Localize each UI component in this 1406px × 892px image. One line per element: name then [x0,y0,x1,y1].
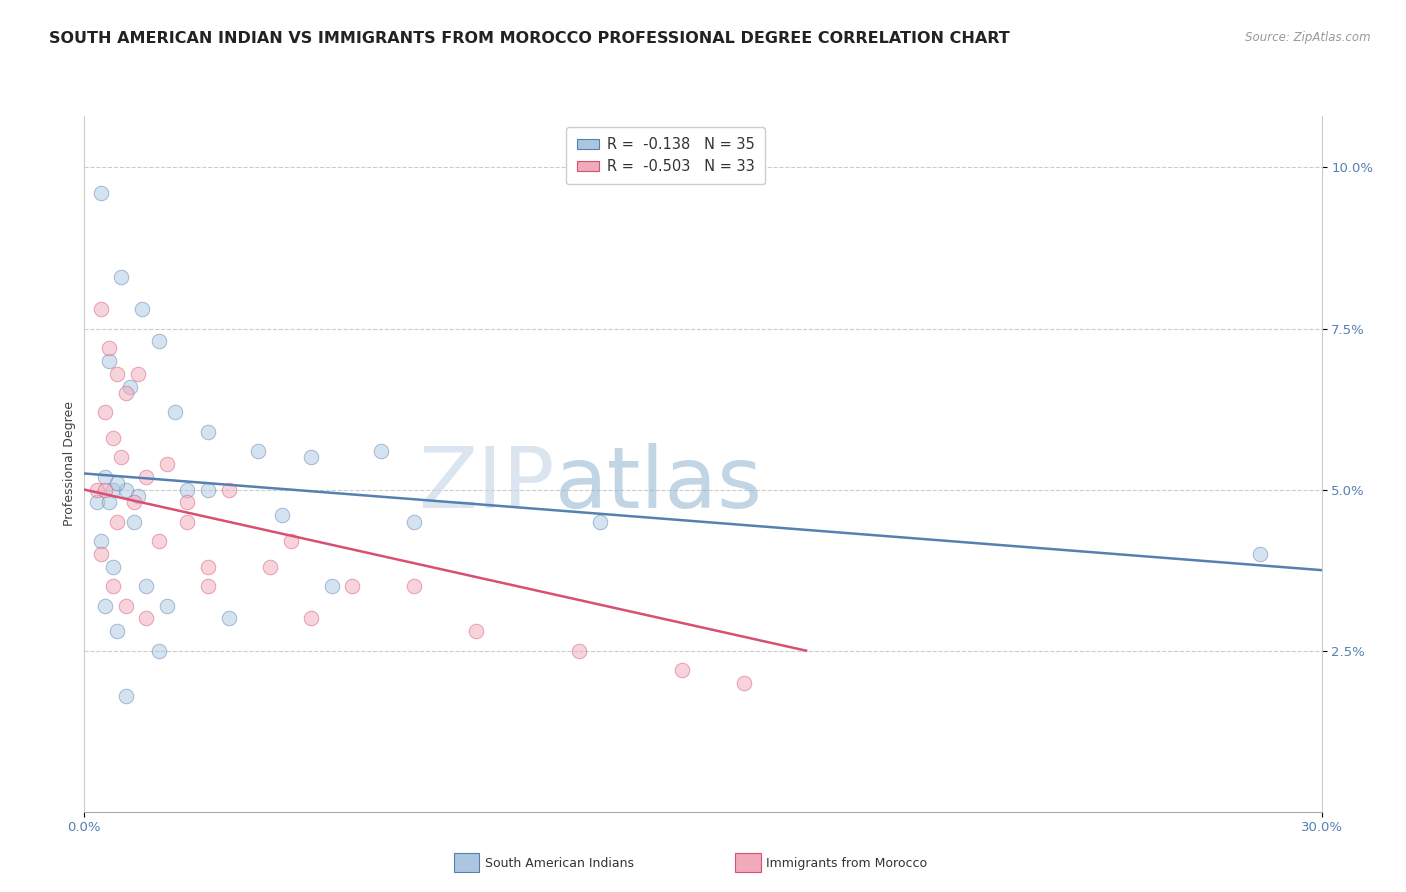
Point [148,334,170,349]
Point [299,450,322,465]
Point [404,579,426,593]
Point [114,483,136,497]
Point [110,450,132,465]
Point [94,405,117,419]
Point [90,302,112,317]
Point [94,599,117,613]
Point [135,469,157,483]
Point [197,425,219,439]
Point [148,534,170,549]
Point [103,431,125,445]
Text: Source: ZipAtlas.com: Source: ZipAtlas.com [1246,31,1371,45]
Text: Immigrants from Morocco: Immigrants from Morocco [766,857,928,870]
Point [105,367,128,381]
Point [148,643,170,657]
Point [259,560,281,574]
Point [122,515,145,529]
Point [135,579,157,593]
Text: atlas: atlas [554,443,762,526]
Point [176,515,198,529]
Point [135,611,157,625]
Text: ZIP: ZIP [418,443,554,526]
Legend: R =  -0.138   N = 35, R =  -0.503   N = 33: R = -0.138 N = 35, R = -0.503 N = 33 [567,127,765,185]
Point [94,483,117,497]
Point [105,515,128,529]
Point [156,599,179,613]
Point [131,302,153,317]
Point [127,489,149,503]
Point [165,405,187,419]
Point [103,579,125,593]
Point [280,534,302,549]
Point [103,483,125,497]
Point [98,353,121,368]
Point [90,547,112,561]
Point [118,379,141,393]
Point [218,611,240,625]
Point [589,515,612,529]
Point [103,560,125,574]
Text: South American Indians: South American Indians [485,857,634,870]
Point [299,611,322,625]
Point [114,689,136,703]
Point [127,367,149,381]
Point [197,560,219,574]
Point [86,495,108,509]
Point [197,579,219,593]
Point [176,495,198,509]
Point [321,579,343,593]
Point [568,643,591,657]
Point [671,663,693,677]
Point [218,483,240,497]
Point [176,483,198,497]
Y-axis label: Professional Degree: Professional Degree [63,401,76,526]
Point [197,483,219,497]
Point [271,508,294,523]
Point [114,386,136,401]
Point [342,579,364,593]
Point [404,515,426,529]
Point [98,495,121,509]
Point [114,599,136,613]
Text: SOUTH AMERICAN INDIAN VS IMMIGRANTS FROM MOROCCO PROFESSIONAL DEGREE CORRELATION: SOUTH AMERICAN INDIAN VS IMMIGRANTS FROM… [49,31,1010,46]
Point [733,676,755,690]
Point [86,483,108,497]
Point [122,495,145,509]
Point [90,534,112,549]
Point [465,624,488,639]
Point [94,469,117,483]
Point [156,457,179,471]
Point [370,444,392,458]
Point [98,341,121,355]
Point [105,476,128,491]
Point [110,270,132,285]
Point [246,444,269,458]
Point [1249,547,1271,561]
Point [105,624,128,639]
Point [90,186,112,201]
